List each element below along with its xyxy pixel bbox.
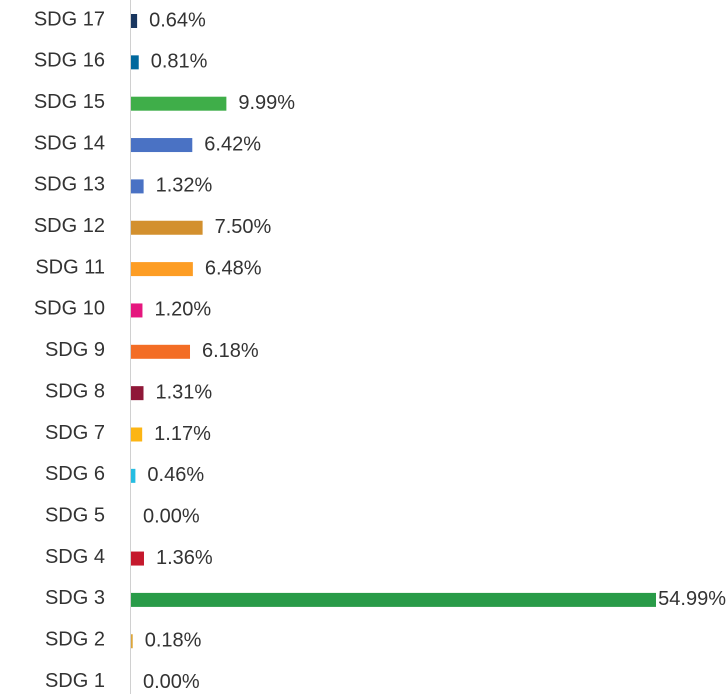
- y-tick-label: SDG 8: [45, 380, 105, 402]
- y-tick-label: SDG 16: [34, 50, 105, 72]
- data-label: 0.46%: [147, 464, 204, 486]
- data-label: 0.64%: [149, 9, 206, 31]
- bar: [131, 468, 136, 483]
- y-tick-label: SDG 17: [34, 8, 105, 30]
- y-tick-label: SDG 5: [45, 504, 105, 526]
- bar: [131, 344, 191, 359]
- bar: [131, 262, 193, 277]
- data-label: 1.17%: [154, 423, 211, 445]
- y-tick-label: SDG 12: [34, 215, 105, 237]
- bar: [131, 592, 656, 607]
- y-tick-label: SDG 14: [34, 132, 105, 154]
- data-label: 7.50%: [215, 216, 272, 238]
- y-tick-label: SDG 15: [34, 91, 105, 113]
- data-label: 0.00%: [143, 671, 200, 693]
- data-label: 0.00%: [143, 505, 200, 527]
- bar: [131, 96, 227, 111]
- bar: [131, 634, 133, 649]
- data-label: 6.48%: [205, 257, 262, 279]
- y-tick-label: SDG 11: [35, 256, 105, 278]
- y-tick-label: SDG 13: [34, 174, 105, 196]
- y-tick-label: SDG 9: [45, 339, 105, 361]
- data-label: 1.32%: [156, 175, 213, 197]
- bar: [131, 551, 144, 566]
- bar: [131, 179, 144, 194]
- data-label: 0.81%: [151, 51, 208, 73]
- bar: [131, 220, 203, 235]
- data-label: 6.18%: [202, 340, 259, 362]
- data-label: 1.31%: [156, 381, 213, 403]
- bar: [131, 138, 193, 153]
- bar: [131, 386, 144, 401]
- data-label: 6.42%: [204, 133, 261, 155]
- y-tick-label: SDG 4: [45, 546, 105, 568]
- bar: [131, 55, 139, 70]
- y-tick-label: SDG 7: [45, 422, 105, 444]
- y-tick-label: SDG 2: [45, 629, 105, 651]
- data-label: 54.99%: [658, 588, 726, 610]
- bar: [131, 303, 143, 318]
- bar: [131, 14, 138, 28]
- data-label: 0.18%: [145, 630, 202, 652]
- data-label: 1.20%: [154, 299, 211, 321]
- data-label: 1.36%: [156, 547, 213, 569]
- data-label: 9.99%: [238, 92, 295, 114]
- y-tick-label: SDG 10: [34, 298, 105, 320]
- y-tick-label: SDG 3: [45, 587, 105, 609]
- y-tick-label: SDG 1: [45, 670, 105, 692]
- bar: [131, 427, 143, 442]
- y-tick-label: SDG 6: [45, 463, 105, 485]
